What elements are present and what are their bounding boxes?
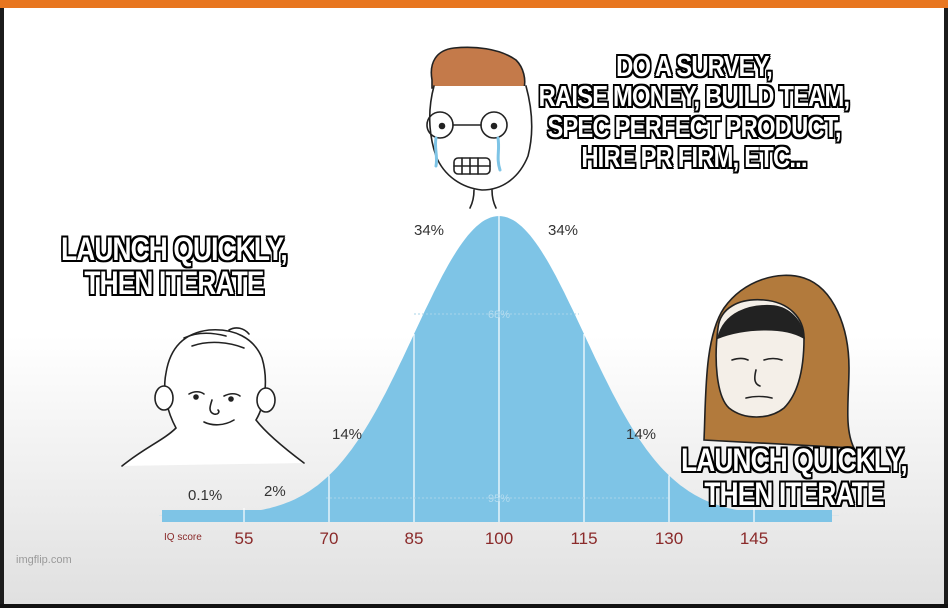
top-caption-line-1: DO A SURVEY, bbox=[616, 51, 773, 83]
right-caption: LAUNCH QUICKLY, THEN ITERATE bbox=[655, 442, 934, 512]
x-tick-label: 145 bbox=[740, 529, 768, 548]
x-tick-label: 115 bbox=[570, 529, 597, 548]
sd-lines bbox=[243, 216, 755, 522]
right-caption-line-1: LAUNCH QUICKLY, bbox=[681, 442, 908, 478]
x-tick-label: 130 bbox=[655, 529, 683, 548]
pct-label-14-left: 14% bbox=[332, 426, 362, 443]
x-tick-label: 100 bbox=[485, 529, 513, 548]
meme-canvas: 68% 95% 0.1% 2% 14% 34% 34% 14% IQ score… bbox=[4, 8, 944, 604]
left-character-drawing bbox=[121, 327, 305, 467]
left-caption-line-2: THEN ITERATE bbox=[84, 264, 264, 301]
band-68-label: 68% bbox=[488, 309, 510, 321]
left-caption-line-1: LAUNCH QUICKLY, bbox=[61, 231, 288, 267]
top-character-drawing bbox=[426, 46, 533, 209]
x-axis-label: IQ score bbox=[164, 532, 202, 543]
top-accent-bar bbox=[0, 0, 948, 8]
top-caption: DO A SURVEY, RAISE MONEY, BUILD TEAM, SP… bbox=[535, 52, 853, 174]
watermark: imgflip.com bbox=[16, 554, 72, 566]
pct-label-34-left: 34% bbox=[414, 222, 444, 239]
x-tick-labels: 55 70 85 100 115 130 145 bbox=[235, 529, 769, 548]
pct-label-14-right: 14% bbox=[626, 426, 656, 443]
right-character-drawing bbox=[703, 274, 856, 449]
bell-curve-chart: 68% 95% 0.1% 2% 14% 34% 34% 14% IQ score… bbox=[121, 46, 856, 548]
top-caption-line-2: RAISE MONEY, BUILD TEAM, bbox=[538, 81, 850, 114]
right-caption-line-2: THEN ITERATE bbox=[704, 475, 884, 512]
top-caption-line-3: SPEC PERFECT PRODUCT, bbox=[547, 111, 841, 144]
top-caption-line-4: HIRE PR FIRM, ETC... bbox=[581, 142, 807, 175]
x-tick-label: 85 bbox=[405, 529, 424, 548]
pct-label-34-right: 34% bbox=[548, 222, 578, 239]
band-95-label: 95% bbox=[488, 493, 510, 505]
x-tick-label: 70 bbox=[320, 529, 339, 548]
pct-label-0-1: 0.1% bbox=[188, 487, 222, 504]
x-tick-label: 55 bbox=[235, 529, 254, 548]
bottom-strip bbox=[0, 604, 948, 608]
pct-label-2: 2% bbox=[264, 483, 286, 500]
left-caption: LAUNCH QUICKLY, THEN ITERATE bbox=[35, 231, 314, 301]
